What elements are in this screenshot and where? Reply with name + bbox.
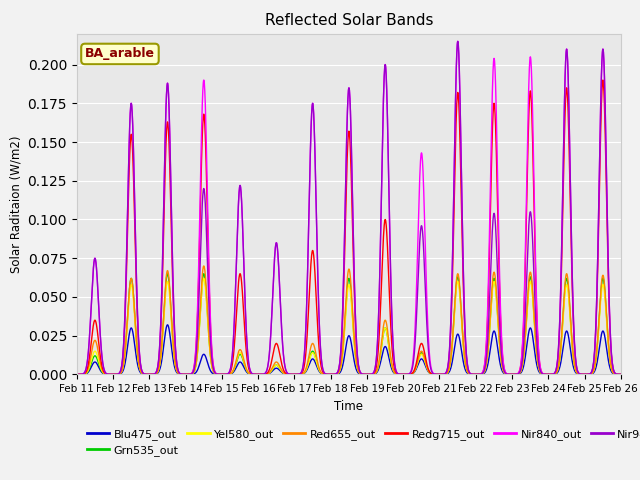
Title: Reflected Solar Bands: Reflected Solar Bands: [264, 13, 433, 28]
Legend: Blu475_out, Grn535_out, Yel580_out, Red655_out, Redg715_out, Nir840_out, Nir945_: Blu475_out, Grn535_out, Yel580_out, Red6…: [83, 424, 640, 460]
X-axis label: Time: Time: [334, 400, 364, 413]
Y-axis label: Solar Raditaion (W/m2): Solar Raditaion (W/m2): [9, 135, 22, 273]
Text: BA_arable: BA_arable: [85, 48, 155, 60]
